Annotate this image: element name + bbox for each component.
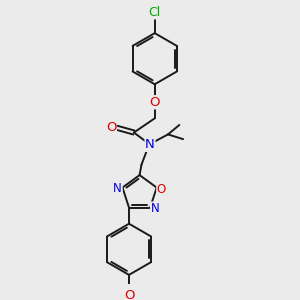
Text: N: N [145,138,155,151]
Text: O: O [157,183,166,196]
Text: Cl: Cl [148,6,161,19]
Text: O: O [124,289,134,300]
Text: N: N [113,182,122,195]
Text: O: O [149,96,160,109]
Text: O: O [106,121,116,134]
Text: N: N [151,202,159,215]
